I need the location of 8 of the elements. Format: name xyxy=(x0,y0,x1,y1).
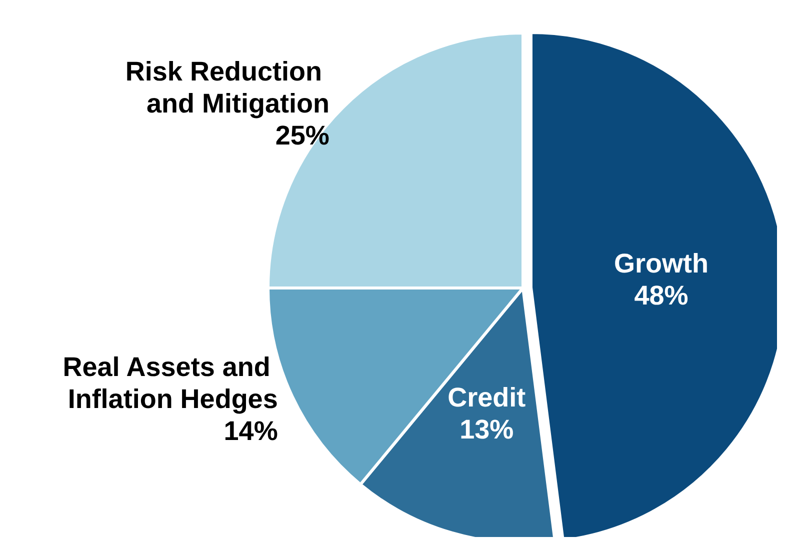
slice-label: Real Assets and Inflation Hedges xyxy=(62,352,278,414)
slice-label: Growth xyxy=(614,248,708,278)
slice-label: Risk Reduction and Mitigation xyxy=(125,56,330,118)
data-label: 48% xyxy=(634,280,688,310)
data-label: 13% xyxy=(460,414,514,444)
data-label: 14% xyxy=(224,416,278,446)
slice-label: Credit xyxy=(448,382,526,412)
data-label: 25% xyxy=(275,120,330,150)
